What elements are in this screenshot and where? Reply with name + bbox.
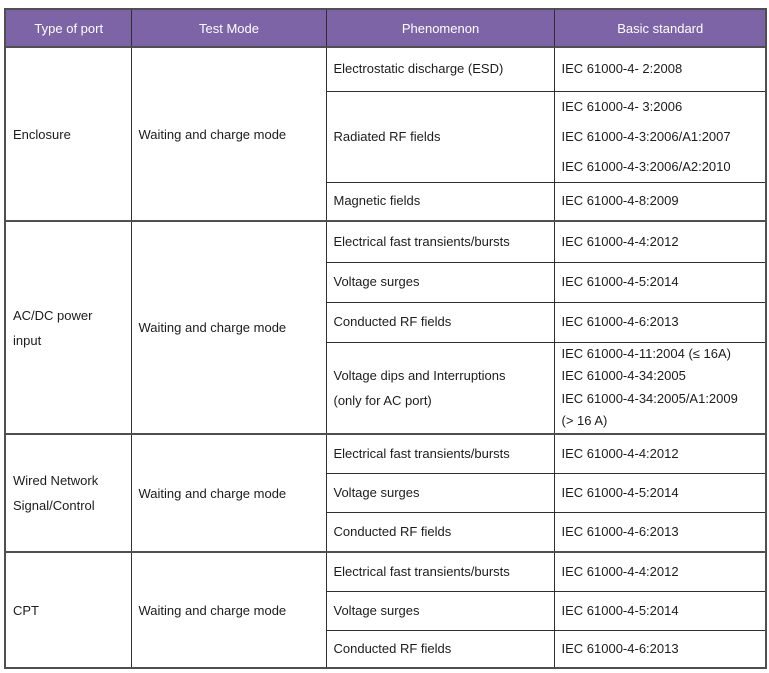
standard-cell: IEC 61000-4-4:2012 bbox=[553, 433, 767, 474]
header-row: Type of port Test Mode Phenomenon Basic … bbox=[4, 8, 767, 48]
column-header-test-mode: Test Mode bbox=[130, 8, 327, 48]
phenomenon-cell: Electrostatic discharge (ESD) bbox=[325, 46, 555, 92]
phenomenon-cell: Radiated RF fields bbox=[325, 90, 555, 183]
phenomenon-cell: Magnetic fields bbox=[325, 181, 555, 222]
phenomenon-cell: Voltage surges bbox=[325, 261, 555, 303]
table-row: Conducted RF fields IEC 61000-4-6:2013 bbox=[5, 301, 767, 343]
phenomenon-cell: Electrical fast transients/bursts bbox=[325, 551, 555, 592]
phenomenon-cell: Voltage surges bbox=[325, 590, 555, 631]
phenomenon-cell: Conducted RF fields bbox=[325, 629, 555, 669]
standard-cell: IEC 61000-4- 3:2006 IEC 61000-4-3:2006/A1… bbox=[553, 90, 767, 183]
table-row: Enclosure Waiting and charge mode Electr… bbox=[4, 46, 767, 222]
standard-cell: IEC 61000-4-6:2013 bbox=[553, 629, 767, 669]
standard-cell: IEC 61000-4-4:2012 bbox=[553, 220, 767, 263]
emc-test-table: Type of port Test Mode Phenomenon Basic … bbox=[4, 8, 767, 669]
standard-cell: IEC 61000-4- 2:2008 bbox=[553, 46, 767, 92]
phenomenon-cell: Voltage dips and Interruptions (only for … bbox=[325, 341, 555, 435]
phenomenon-cell: Conducted RF fields bbox=[325, 511, 555, 553]
table-row: Radiated RF fields IEC 61000-4- 3:2006 IE… bbox=[5, 90, 767, 183]
test-mode-cell: Waiting and charge mode bbox=[130, 220, 327, 435]
table-row: Voltage surges IEC 61000-4-5:2014 bbox=[5, 261, 767, 303]
table-row: Wired Network Signal/Control Waiting and … bbox=[4, 433, 767, 553]
test-mode-cell: Waiting and charge mode bbox=[130, 551, 327, 669]
port-cell: CPT bbox=[4, 551, 132, 669]
column-header-basic-standard: Basic standard bbox=[553, 8, 767, 48]
phenomenon-cell: Electrical fast transients/bursts bbox=[325, 433, 555, 474]
table-header: Type of port Test Mode Phenomenon Basic … bbox=[4, 8, 767, 48]
standard-cell: IEC 61000-4-4:2012 bbox=[553, 551, 767, 592]
table-row: AC/DC power input Waiting and charge mode… bbox=[4, 220, 767, 435]
port-cell: Wired Network Signal/Control bbox=[4, 433, 132, 553]
column-header-type-of-port: Type of port bbox=[4, 8, 132, 48]
standard-cell: IEC 61000-4-5:2014 bbox=[553, 472, 767, 513]
table-row: Conducted RF fields IEC 61000-4-6:2013 bbox=[5, 511, 767, 553]
test-mode-cell: Waiting and charge mode bbox=[130, 46, 327, 222]
standard-cell: IEC 61000-4-8:2009 bbox=[553, 181, 767, 222]
phenomenon-cell: Voltage surges bbox=[325, 472, 555, 513]
table-row: CPT Waiting and charge mode Electrical f… bbox=[4, 551, 767, 669]
phenomenon-cell: Electrical fast transients/bursts bbox=[325, 220, 555, 263]
port-cell: AC/DC power input bbox=[4, 220, 132, 435]
test-mode-cell: Waiting and charge mode bbox=[130, 433, 327, 553]
phenomenon-cell: Conducted RF fields bbox=[325, 301, 555, 343]
standard-cell: IEC 61000-4-11:2004 (≤ 16A) IEC 61000-4-3… bbox=[553, 341, 767, 435]
standard-cell: IEC 61000-4-5:2014 bbox=[553, 261, 767, 303]
port-cell: Enclosure bbox=[4, 46, 132, 222]
standard-cell: IEC 61000-4-5:2014 bbox=[553, 590, 767, 631]
table-row: Voltage dips and Interruptions (only for … bbox=[5, 341, 767, 435]
table-row: Conducted RF fields IEC 61000-4-6:2013 bbox=[5, 629, 767, 669]
standard-cell: IEC 61000-4-6:2013 bbox=[553, 511, 767, 553]
standard-cell: IEC 61000-4-6:2013 bbox=[553, 301, 767, 343]
table-row: Magnetic fields IEC 61000-4-8:2009 bbox=[5, 181, 767, 222]
column-header-phenomenon: Phenomenon bbox=[325, 8, 555, 48]
